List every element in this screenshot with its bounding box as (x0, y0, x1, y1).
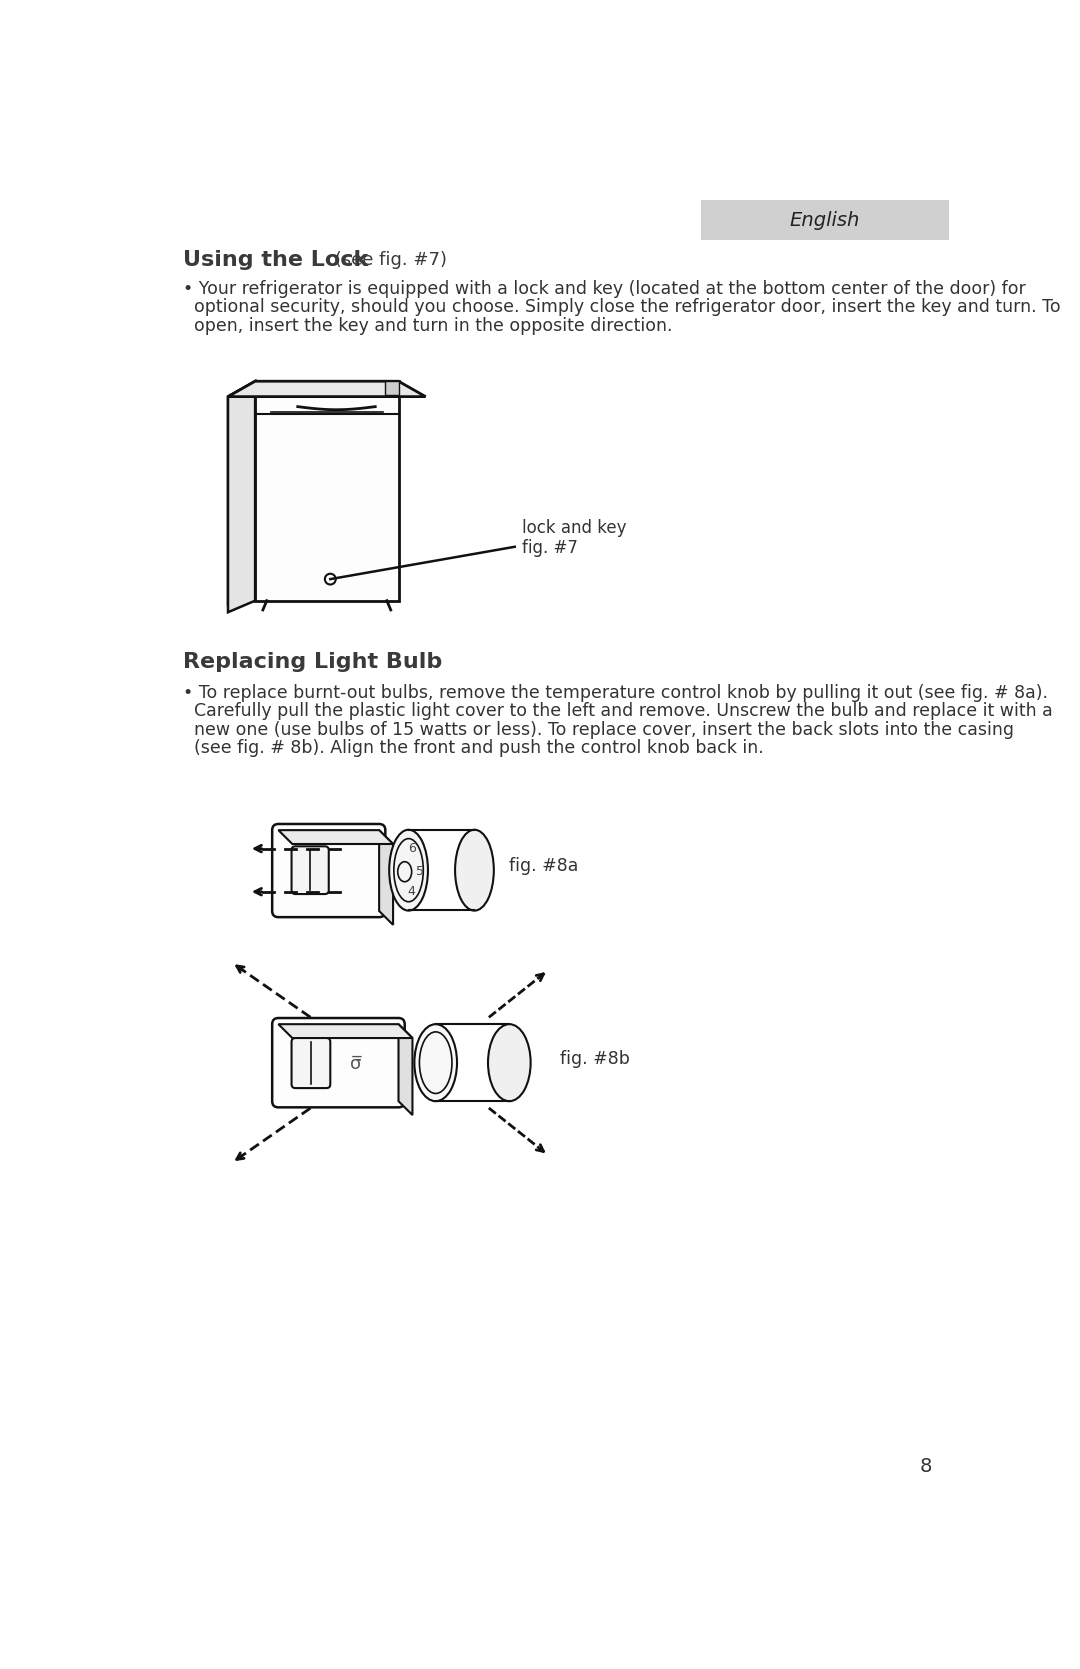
Text: σ̅: σ̅ (350, 1055, 362, 1073)
Polygon shape (279, 829, 393, 845)
Text: 6: 6 (408, 843, 416, 855)
Ellipse shape (455, 829, 494, 911)
Polygon shape (379, 829, 393, 925)
Bar (384, 381, 399, 396)
Text: lock and key: lock and key (523, 519, 627, 536)
Text: English: English (789, 210, 860, 230)
Text: fig. #7: fig. #7 (523, 539, 579, 557)
Polygon shape (228, 381, 255, 613)
Text: 8: 8 (919, 1457, 932, 1477)
Text: (see fig. #7): (see fig. #7) (328, 252, 447, 269)
Polygon shape (279, 1025, 413, 1038)
Text: 4: 4 (408, 885, 416, 898)
Polygon shape (228, 381, 426, 397)
Bar (701, 200, 948, 240)
Text: fig. #8b: fig. #8b (559, 1050, 630, 1068)
FancyBboxPatch shape (292, 1038, 330, 1088)
Text: new one (use bulbs of 15 watts or less). To replace cover, insert the back slots: new one (use bulbs of 15 watts or less).… (183, 721, 1014, 739)
Text: (see fig. # 8b). Align the front and push the control knob back in.: (see fig. # 8b). Align the front and pus… (183, 739, 764, 758)
FancyBboxPatch shape (272, 1018, 405, 1107)
Text: open, insert the key and turn in the opposite direction.: open, insert the key and turn in the opp… (183, 317, 673, 334)
Polygon shape (399, 1025, 413, 1115)
Text: optional security, should you choose. Simply close the refrigerator door, insert: optional security, should you choose. Si… (183, 299, 1061, 315)
Text: fig. #8a: fig. #8a (510, 858, 579, 875)
FancyBboxPatch shape (292, 846, 328, 895)
Ellipse shape (488, 1025, 530, 1102)
Text: Replacing Light Bulb: Replacing Light Bulb (183, 653, 443, 673)
Text: • To replace burnt-out bulbs, remove the temperature control knob by pulling it : • To replace burnt-out bulbs, remove the… (183, 684, 1048, 703)
Ellipse shape (389, 829, 428, 911)
Text: Using the Lock: Using the Lock (183, 250, 368, 270)
Bar (255, 381, 399, 601)
Text: Carefully pull the plastic light cover to the left and remove. Unscrew the bulb : Carefully pull the plastic light cover t… (183, 703, 1053, 721)
Text: 5: 5 (416, 865, 424, 878)
Polygon shape (228, 381, 255, 604)
FancyBboxPatch shape (272, 824, 386, 918)
Text: • Your refrigerator is equipped with a lock and key (located at the bottom cente: • Your refrigerator is equipped with a l… (183, 280, 1026, 297)
Ellipse shape (415, 1025, 457, 1102)
